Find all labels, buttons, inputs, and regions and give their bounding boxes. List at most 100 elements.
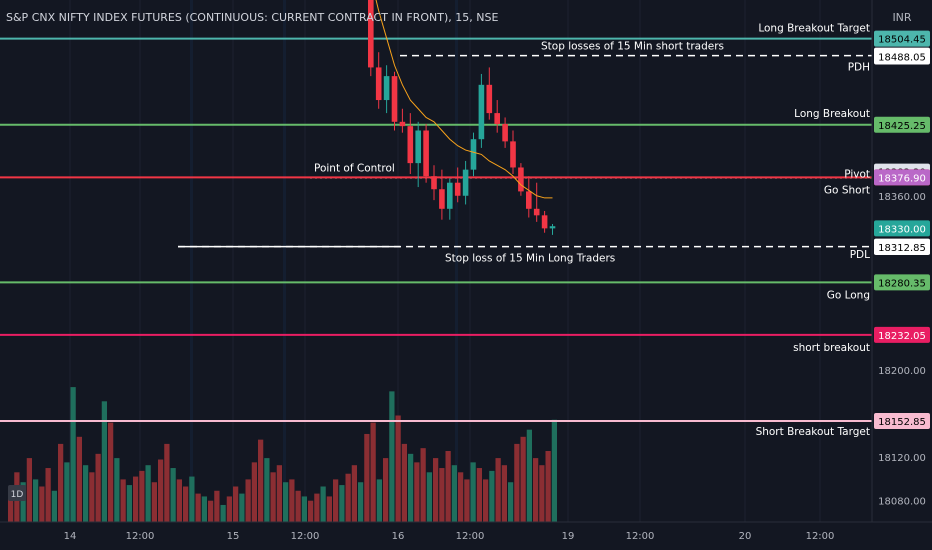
candle-body	[407, 126, 414, 164]
candle-body	[454, 182, 461, 196]
volume-bar	[83, 465, 89, 522]
price-tags: 18504.4518488.8518488.0518425.2518382.20…	[874, 30, 930, 430]
volume-bar	[20, 482, 26, 522]
time-axis[interactable]	[0, 522, 932, 550]
level-label-short-breakout: short breakout	[793, 342, 870, 354]
level-label-go-long: Go Long	[827, 289, 870, 301]
point-of-control-label: Point of Control	[314, 163, 395, 175]
volume-bar	[501, 465, 507, 522]
volume-bar	[520, 436, 526, 522]
volume-bar	[464, 479, 470, 522]
price-tag-long-breakout	[874, 116, 930, 133]
level-label-go-short: Go Short	[824, 184, 870, 196]
volume-bar	[339, 485, 345, 522]
level-label-long-breakout-target: Long Breakout Target	[758, 23, 870, 35]
volume-bar	[320, 486, 326, 522]
volume-bar	[351, 465, 357, 522]
volume-bar	[239, 493, 245, 522]
price-axis[interactable]	[872, 0, 932, 522]
volume-bar	[108, 422, 114, 522]
price-tick-label: 18080.00	[878, 496, 926, 507]
candle-body	[391, 76, 398, 122]
time-tick-label: 12:00	[456, 531, 485, 542]
price-tag-text-long-breakout: 18425.25	[878, 121, 926, 132]
price-tick-label: 18360.00	[878, 192, 926, 203]
price-tag-text-last-price: 18330.00	[878, 224, 926, 235]
volume-bar	[101, 401, 107, 522]
volume-bars	[8, 387, 557, 522]
volume-bar	[539, 465, 545, 522]
volume-bar	[389, 391, 395, 522]
volume-bar	[345, 473, 351, 522]
volume-bar	[51, 490, 57, 522]
volume-bar	[358, 482, 364, 522]
volume-bar	[45, 468, 51, 522]
time-tick-label: 15	[227, 531, 240, 542]
volume-bar	[26, 458, 32, 522]
volume-bar	[289, 479, 295, 522]
volume-bar	[470, 462, 476, 522]
volume-bar	[151, 482, 157, 522]
session-band	[455, 0, 458, 522]
volume-bar	[201, 496, 207, 522]
volume-bar	[176, 479, 182, 522]
volume-bar	[264, 458, 270, 522]
volume-bar	[508, 482, 514, 522]
volume-bar	[220, 504, 226, 522]
level-label-stop-loss-long: Stop loss of 15 Min Long Traders	[445, 253, 615, 265]
volume-bar	[295, 490, 301, 522]
level-label-pdl: PDL	[850, 249, 870, 261]
volume-bar	[133, 476, 139, 522]
volume-bar	[270, 472, 276, 522]
volume-bar	[208, 500, 214, 522]
candle-body	[494, 113, 500, 124]
candle-body	[526, 191, 532, 209]
volume-bar	[370, 422, 376, 522]
volume-bar	[301, 496, 307, 522]
time-tick-label: 16	[392, 531, 405, 542]
volume-bar	[395, 415, 401, 522]
volume-bar	[251, 462, 257, 522]
level-label-pdh: PDH	[848, 61, 870, 73]
candle-body	[383, 76, 390, 101]
time-tick-label: 12:00	[126, 531, 155, 542]
volume-bar	[326, 496, 332, 522]
time-tick-label: 20	[739, 531, 752, 542]
volume-bar	[258, 439, 264, 522]
volume-bar	[439, 468, 445, 522]
volume-bar	[76, 436, 82, 522]
candle-body	[375, 67, 382, 101]
volume-bar	[89, 472, 95, 522]
volume-bar	[70, 387, 76, 522]
candle-body	[368, 0, 374, 68]
volume-bar	[451, 465, 457, 522]
candle-body	[533, 208, 540, 216]
volume-bar	[514, 443, 520, 522]
time-tick-label: 19	[562, 531, 575, 542]
volume-bar	[526, 429, 532, 522]
volume-bar	[545, 451, 551, 522]
volume-bar	[283, 482, 289, 522]
time-axis-ticks: 14 12:00 15 12:00 16 12:00 19 12:00 20 12:00	[64, 531, 835, 542]
moving-average-line	[375, 0, 553, 199]
volume-bar	[489, 470, 495, 522]
interval-badge[interactable]	[8, 485, 26, 501]
price-tag-text-go-long: 18280.35	[878, 278, 926, 289]
volume-bar	[195, 493, 201, 522]
price-tag-pdl	[874, 239, 930, 256]
price-tag-text-go-short: 18376.90	[878, 173, 926, 184]
price-tag-go-long	[874, 274, 930, 291]
volume-bar	[458, 472, 464, 522]
volume-bar	[408, 453, 414, 522]
volume-bar	[414, 462, 420, 522]
volume-bar	[145, 465, 151, 522]
price-tag-text-long-breakout-target: 18504.45	[878, 35, 926, 46]
volume-bar	[233, 486, 239, 522]
currency-label: INR	[892, 11, 911, 24]
candle-body	[399, 121, 406, 127]
volume-bar	[308, 500, 314, 522]
interval-badge-label: 1D	[11, 490, 24, 500]
volume-bar	[33, 479, 39, 522]
candle-body	[549, 226, 556, 229]
